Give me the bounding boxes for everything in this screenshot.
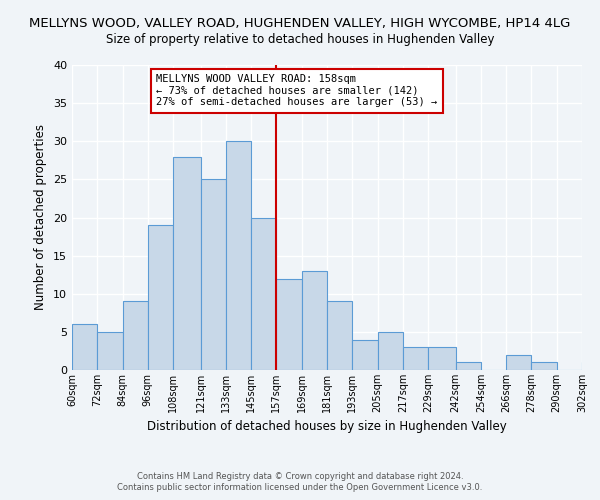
Bar: [532, 362, 557, 370]
Bar: [200, 180, 226, 370]
Text: Contains HM Land Registry data © Crown copyright and database right 2024.: Contains HM Land Registry data © Crown c…: [137, 472, 463, 481]
Text: MELLYNS WOOD VALLEY ROAD: 158sqm
← 73% of detached houses are smaller (142)
27% : MELLYNS WOOD VALLEY ROAD: 158sqm ← 73% o…: [156, 74, 437, 108]
X-axis label: Distribution of detached houses by size in Hughenden Valley: Distribution of detached houses by size …: [147, 420, 507, 434]
Bar: [327, 302, 352, 370]
Text: Size of property relative to detached houses in Hughenden Valley: Size of property relative to detached ho…: [106, 32, 494, 46]
Bar: [582, 362, 600, 370]
Bar: [251, 218, 277, 370]
Bar: [302, 271, 327, 370]
Bar: [173, 156, 200, 370]
Text: Contains public sector information licensed under the Open Government Licence v3: Contains public sector information licen…: [118, 484, 482, 492]
Bar: [72, 324, 97, 370]
Bar: [428, 347, 455, 370]
Bar: [97, 332, 122, 370]
Bar: [506, 355, 532, 370]
Bar: [226, 141, 251, 370]
Bar: [455, 362, 481, 370]
Bar: [148, 225, 173, 370]
Y-axis label: Number of detached properties: Number of detached properties: [34, 124, 47, 310]
Bar: [122, 302, 148, 370]
Bar: [377, 332, 403, 370]
Text: MELLYNS WOOD, VALLEY ROAD, HUGHENDEN VALLEY, HIGH WYCOMBE, HP14 4LG: MELLYNS WOOD, VALLEY ROAD, HUGHENDEN VAL…: [29, 18, 571, 30]
Bar: [277, 278, 302, 370]
Bar: [403, 347, 428, 370]
Bar: [352, 340, 377, 370]
